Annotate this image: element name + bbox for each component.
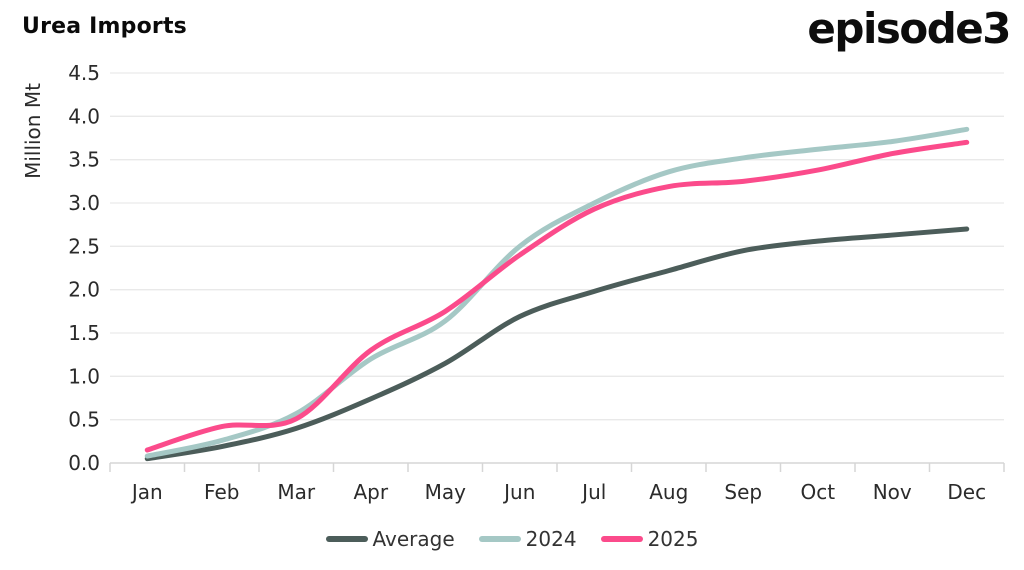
brand-logo: episode3 (807, 4, 1011, 53)
x-tick-label: Nov (873, 480, 912, 504)
legend-label: 2025 (647, 527, 699, 551)
y-tick-label: 0.5 (68, 408, 100, 432)
x-tick-label: Jan (130, 480, 163, 504)
y-tick-label: 2.5 (68, 234, 100, 258)
legend-swatch-2025 (600, 536, 643, 542)
x-tick-label: Apr (353, 480, 388, 504)
series-line-2024 (144, 126, 970, 459)
x-tick-label: Oct (800, 480, 835, 504)
y-tick-label: 1.5 (68, 321, 100, 345)
legend-label: 2024 (525, 527, 577, 551)
series-line-average (144, 226, 970, 462)
y-tick-label: 3.0 (68, 191, 100, 215)
legend-item-2025: 2025 (600, 527, 699, 551)
x-tick-label: Aug (649, 480, 688, 504)
legend-swatch-2024 (478, 536, 521, 542)
chart-title: Urea Imports (22, 14, 187, 39)
x-tick-label: Jul (580, 480, 606, 504)
y-tick-label: 3.5 (68, 148, 100, 172)
x-tick-label: Sep (724, 480, 762, 504)
legend-label: Average (372, 527, 455, 551)
legend-item-average: Average (325, 527, 455, 551)
legend-item-2024: 2024 (478, 527, 577, 551)
y-tick-label: 0.0 (68, 451, 100, 475)
x-tick-label: Feb (204, 480, 239, 504)
series-line-2025 (144, 139, 970, 453)
x-tick-label: Jun (502, 480, 535, 504)
y-tick-label: 4.5 (68, 61, 100, 85)
x-tick-label: Dec (947, 480, 986, 504)
y-axis-title: Million Mt (21, 83, 45, 179)
y-tick-label: 1.0 (68, 364, 100, 388)
chart-legend: Average 2024 2025 (0, 522, 1024, 556)
y-tick-label: 4.0 (68, 104, 100, 128)
x-tick-label: May (425, 480, 467, 504)
legend-swatch-average (325, 536, 368, 542)
y-tick-label: 2.0 (68, 278, 100, 302)
x-tick-label: Mar (277, 480, 316, 504)
